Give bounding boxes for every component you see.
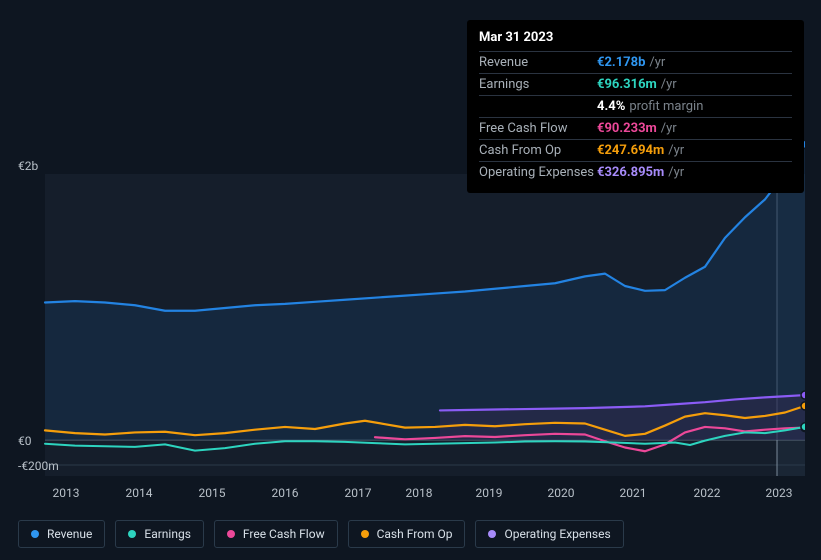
- tooltip-row-label: Cash From Op: [479, 143, 597, 158]
- tooltip-row-label: Revenue: [479, 55, 597, 70]
- legend-label: Earnings: [144, 527, 191, 541]
- x-axis-label: 2016: [272, 486, 299, 500]
- legend-label: Revenue: [47, 527, 92, 541]
- y-axis-label: €0: [18, 434, 32, 448]
- series-end-cash_from_op: [801, 402, 805, 410]
- x-axis-label: 2022: [694, 486, 721, 500]
- legend-item-revenue[interactable]: Revenue: [18, 520, 105, 548]
- legend-swatch: [227, 530, 235, 538]
- legend-swatch: [31, 530, 39, 538]
- tooltip-row-label: [479, 99, 597, 114]
- legend-label: Cash From Op: [377, 527, 453, 541]
- legend-item-cash-from-op[interactable]: Cash From Op: [348, 520, 466, 548]
- tooltip-row: Free Cash Flow€90.233m/yr: [479, 117, 792, 139]
- tooltip-row-value: €90.233m: [597, 121, 657, 136]
- tooltip-date: Mar 31 2023: [479, 30, 792, 45]
- x-axis-label: 2013: [53, 486, 80, 500]
- tooltip-row-unit: /yr: [668, 143, 684, 158]
- chart-tooltip: Mar 31 2023 Revenue€2.178b/yrEarnings€96…: [467, 20, 804, 193]
- legend-swatch: [128, 530, 136, 538]
- legend-item-operating-expenses[interactable]: Operating Expenses: [475, 520, 623, 548]
- chart-legend: Revenue Earnings Free Cash Flow Cash From O…: [18, 520, 624, 548]
- legend-label: Operating Expenses: [504, 527, 610, 541]
- legend-swatch: [361, 530, 369, 538]
- tooltip-row-unit: /yr: [661, 77, 677, 92]
- tooltip-row: 4.4% profit margin: [479, 95, 792, 117]
- x-axis-label: 2015: [199, 486, 226, 500]
- tooltip-row-unit: profit margin: [629, 99, 703, 114]
- tooltip-row-label: Operating Expenses: [479, 165, 597, 180]
- tooltip-row: Earnings€96.316m/yr: [479, 73, 792, 95]
- x-axis-label: 2023: [766, 486, 793, 500]
- tooltip-row: Revenue€2.178b/yr: [479, 51, 792, 73]
- series-end-operating_expenses: [801, 391, 805, 399]
- tooltip-row-unit: /yr: [668, 165, 684, 180]
- legend-swatch: [488, 530, 496, 538]
- y-axis-label: -€200m: [18, 459, 59, 473]
- x-axis-label: 2017: [345, 486, 372, 500]
- x-axis-label: 2019: [476, 486, 503, 500]
- legend-item-free-cash-flow[interactable]: Free Cash Flow: [214, 520, 338, 548]
- financials-chart: Mar 31 2023 Revenue€2.178b/yrEarnings€96…: [0, 0, 821, 560]
- tooltip-row-label: Free Cash Flow: [479, 121, 597, 136]
- tooltip-row-value: €247.694m: [597, 143, 664, 158]
- tooltip-row: Operating Expenses€326.895m/yr: [479, 161, 792, 183]
- y-axis-label: €2b: [18, 159, 38, 173]
- legend-item-earnings[interactable]: Earnings: [115, 520, 204, 548]
- tooltip-row-value: €2.178b: [597, 55, 645, 70]
- legend-label: Free Cash Flow: [243, 527, 325, 541]
- x-axis-label: 2020: [548, 486, 575, 500]
- tooltip-row-value: 4.4%: [597, 99, 625, 114]
- series-end-earnings: [801, 423, 805, 431]
- x-axis-label: 2014: [126, 486, 153, 500]
- tooltip-row-value: €96.316m: [597, 77, 657, 92]
- tooltip-row-unit: /yr: [649, 55, 665, 70]
- tooltip-rows: Revenue€2.178b/yrEarnings€96.316m/yr4.4%…: [479, 51, 792, 183]
- tooltip-row: Cash From Op€247.694m/yr: [479, 139, 792, 161]
- x-axis-label: 2021: [620, 486, 647, 500]
- tooltip-row-label: Earnings: [479, 77, 597, 92]
- tooltip-row-unit: /yr: [661, 121, 677, 136]
- x-axis-label: 2018: [406, 486, 433, 500]
- tooltip-row-value: €326.895m: [597, 165, 664, 180]
